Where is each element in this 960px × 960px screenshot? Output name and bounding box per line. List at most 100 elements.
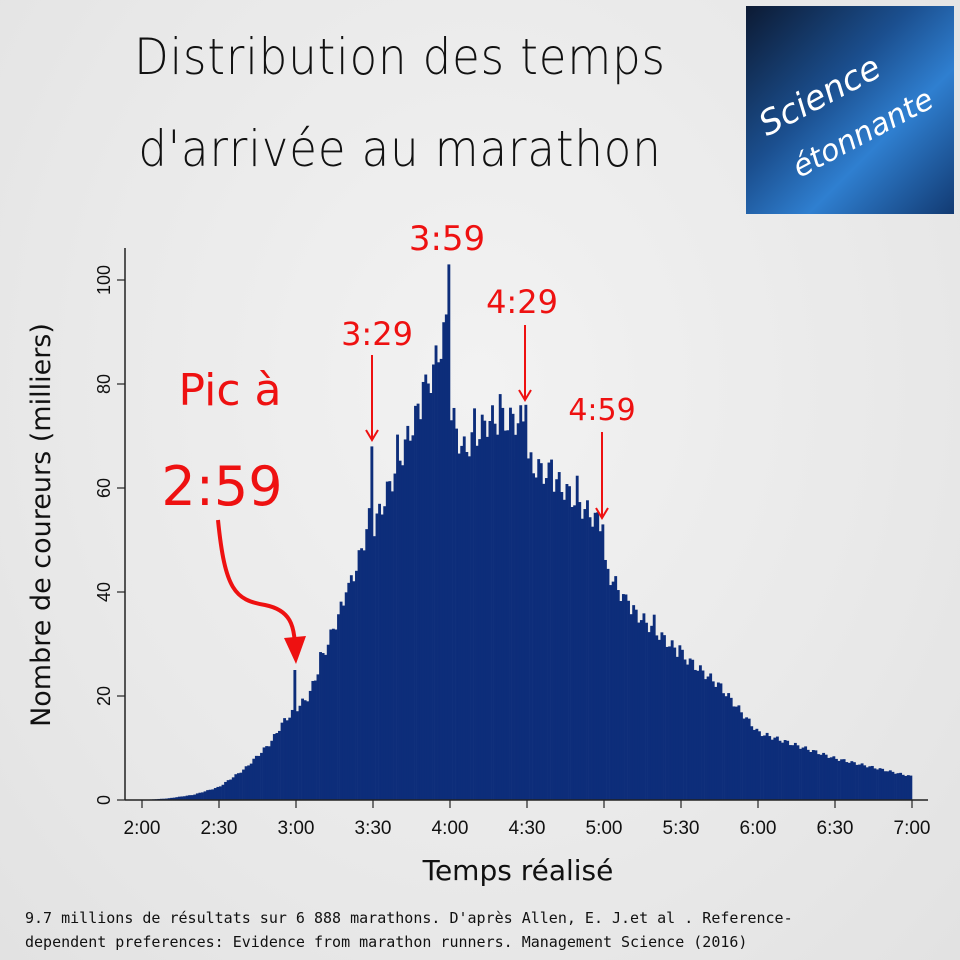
histogram-bar	[598, 531, 602, 800]
histogram-bar	[367, 508, 371, 800]
histogram-bar	[411, 435, 415, 800]
histogram-bar	[883, 771, 887, 800]
histogram-bar	[242, 769, 245, 800]
histogram-bar	[542, 483, 546, 800]
histogram-bar	[260, 752, 263, 800]
histogram-bar	[765, 732, 769, 800]
histogram-bar	[313, 680, 317, 800]
x-tick-label: 4:00	[432, 818, 469, 839]
histogram-bar	[829, 757, 833, 800]
histogram-bar	[799, 748, 802, 800]
histogram-bar	[224, 781, 227, 800]
histogram-bar	[308, 690, 312, 800]
histogram-bar	[408, 440, 412, 800]
histogram-bar	[711, 681, 715, 800]
histogram-bar	[878, 768, 882, 800]
histogram-bar	[604, 559, 607, 800]
histogram-bar	[894, 773, 897, 800]
histogram-bar	[283, 718, 287, 800]
histogram-bar	[216, 786, 220, 800]
histogram-bar	[344, 592, 348, 800]
histogram-bar	[516, 423, 520, 800]
histogram-bar	[503, 430, 507, 800]
peak-label: Pic à	[179, 365, 282, 416]
histogram-bar	[701, 670, 705, 800]
histogram-bar	[175, 797, 179, 800]
x-tick-label: 4:30	[509, 818, 546, 839]
histogram-bar	[532, 473, 535, 800]
histogram-bar	[614, 576, 618, 800]
histogram-bar	[742, 718, 746, 800]
histogram-bar	[267, 746, 271, 800]
histogram-bar	[842, 759, 846, 800]
histogram-bar	[783, 740, 787, 800]
histogram-bar	[360, 548, 364, 800]
y-tick-label: 40	[94, 582, 114, 602]
histogram-bar	[722, 693, 725, 800]
histogram-bar	[716, 682, 720, 800]
x-axis-label: Temps réalisé	[422, 854, 614, 887]
histogram-bar	[888, 770, 892, 800]
histogram-bar	[698, 665, 702, 800]
histogram-bar	[452, 407, 456, 800]
histogram-bar	[568, 486, 571, 800]
histogram-bar	[480, 414, 484, 800]
histogram-bar	[188, 795, 192, 800]
histogram-bar	[619, 601, 623, 800]
y-tick-label: 20	[94, 686, 114, 706]
histogram-bar	[329, 629, 333, 800]
histogram-bar	[254, 755, 258, 800]
histogram-bar	[606, 568, 610, 800]
annotation-label: 4:59	[568, 393, 635, 428]
histogram-bar	[791, 745, 795, 800]
histogram-bar	[745, 717, 749, 800]
histogram-bar	[850, 761, 854, 800]
histogram-bar	[899, 772, 903, 800]
histogram-bar	[570, 506, 574, 800]
histogram-bar	[231, 777, 235, 800]
histogram-bar	[817, 754, 820, 800]
histogram-bar	[342, 605, 346, 800]
peak-time-label: 2:59	[161, 455, 282, 518]
histogram-bar	[362, 550, 366, 800]
histogram-bar	[552, 491, 556, 800]
histogram-bar	[665, 646, 669, 800]
histogram-bar	[642, 613, 646, 800]
histogram-bar	[529, 452, 533, 800]
histogram-bar	[383, 506, 387, 800]
histogram-bar	[288, 717, 292, 800]
histogram-bar	[691, 659, 695, 800]
peak-arrow	[216, 519, 297, 651]
histogram-bar	[616, 590, 620, 800]
histogram-bar	[396, 434, 399, 800]
histogram-bar	[663, 635, 666, 800]
histogram-bar	[639, 620, 643, 800]
histogram-bar	[306, 701, 310, 800]
histogram-bar	[485, 436, 489, 800]
histogram-bar	[652, 614, 656, 800]
x-tick-label: 5:00	[586, 818, 623, 839]
histogram-bar	[519, 405, 523, 800]
histogram-bar	[511, 413, 515, 800]
histogram-bar	[491, 405, 494, 800]
histogram-bar	[565, 484, 569, 800]
chart-title-line-1: Distribution des temps	[134, 28, 666, 86]
histogram-bar	[355, 570, 358, 800]
histogram-bar	[434, 345, 438, 800]
annotation-label: 3:59	[409, 219, 485, 259]
histogram-bar	[675, 656, 679, 800]
histogram-bar	[801, 747, 805, 800]
histogram-bar	[437, 362, 441, 800]
histogram-bar	[370, 446, 374, 800]
histogram-bar	[562, 499, 566, 800]
histogram-bar	[858, 764, 861, 800]
x-tick-label: 2:30	[201, 818, 238, 839]
histogram-bar	[557, 472, 561, 800]
histogram-bar	[234, 774, 238, 800]
histogram-bar	[865, 767, 869, 800]
histogram-bar	[714, 686, 718, 800]
histogram-bar	[624, 594, 628, 800]
histogram-bar	[719, 683, 723, 800]
histogram-bar	[498, 394, 502, 800]
